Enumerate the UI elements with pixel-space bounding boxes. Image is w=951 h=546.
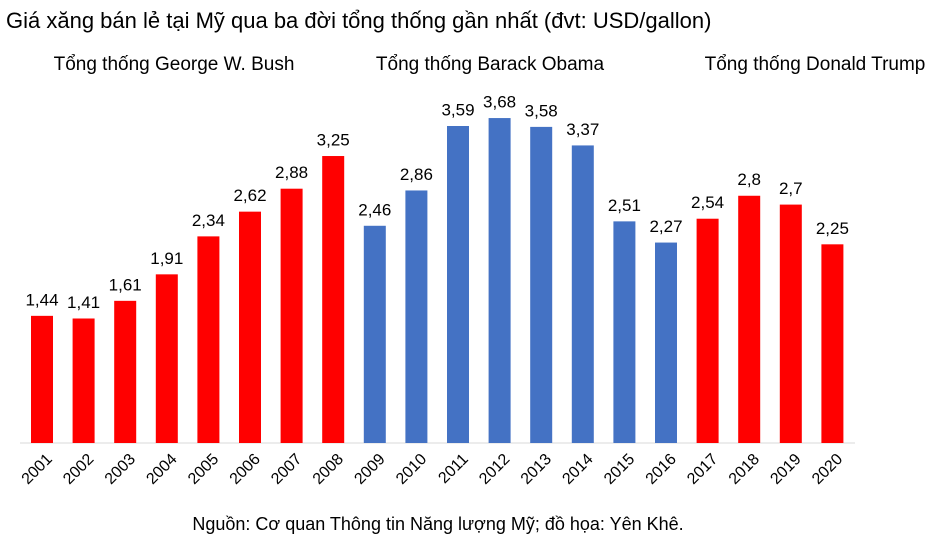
- x-tick-label: 2004: [143, 451, 180, 488]
- x-tick-label: 2010: [393, 451, 430, 488]
- value-label: 2,51: [608, 196, 641, 215]
- value-label: 2,54: [691, 193, 724, 212]
- x-tick-label: 2001: [19, 451, 56, 488]
- chart-title: Giá xăng bán lẻ tại Mỹ qua ba đời tổng t…: [6, 8, 711, 33]
- bar: [696, 218, 719, 443]
- x-tick-label: 2017: [684, 451, 721, 488]
- value-label: 3,59: [441, 100, 474, 119]
- x-tick-label: 2020: [809, 451, 846, 488]
- value-label: 1,91: [150, 249, 183, 268]
- value-label: 2,62: [233, 186, 266, 205]
- bar: [821, 244, 844, 443]
- bar: [613, 221, 636, 443]
- bar: [738, 195, 761, 443]
- value-label: 2,25: [816, 219, 849, 238]
- bar: [363, 225, 386, 443]
- x-tick-label: 2014: [559, 451, 596, 488]
- value-label: 3,25: [317, 131, 350, 150]
- x-tick-label: 2008: [310, 451, 347, 488]
- value-label: 1,41: [67, 293, 100, 312]
- value-label: 2,7: [779, 179, 803, 198]
- source: Nguồn: Cơ quan Thông tin Năng lượng Mỹ; …: [192, 514, 683, 534]
- bar: [322, 156, 345, 443]
- bar: [405, 190, 428, 443]
- value-label: 2,86: [400, 165, 433, 184]
- value-label: 3,58: [525, 101, 558, 120]
- x-tick-label: 2007: [268, 451, 305, 488]
- x-tick-label: 2016: [643, 451, 680, 488]
- value-label: 1,61: [109, 275, 142, 294]
- bar: [530, 126, 553, 444]
- bar: [72, 318, 95, 443]
- bar: [779, 204, 802, 443]
- bar: [655, 242, 677, 443]
- bar: [571, 145, 594, 443]
- bar: [31, 315, 53, 443]
- value-label: 2,46: [358, 200, 391, 219]
- annotation: Tổng thống Donald Trump: [705, 54, 926, 75]
- bar: [280, 188, 303, 443]
- x-tick-label: 2003: [102, 451, 139, 488]
- value-label: 2,34: [192, 211, 225, 230]
- x-tick-label: 2018: [726, 451, 763, 488]
- x-tick-label: 2006: [227, 451, 264, 488]
- bar: [447, 126, 469, 444]
- value-label: 3,68: [483, 93, 516, 112]
- x-tick-label: 2002: [60, 451, 97, 488]
- x-tick-label: 2019: [767, 451, 804, 488]
- bar: [155, 274, 178, 443]
- value-label: 2,27: [649, 217, 682, 236]
- bar: [197, 236, 220, 443]
- bar: [239, 211, 261, 443]
- value-label: 2,88: [275, 163, 308, 182]
- annotation: Tổng thống Barack Obama: [376, 54, 605, 75]
- x-tick-label: 2005: [185, 451, 222, 488]
- value-label: 2,8: [737, 170, 761, 189]
- bar: [114, 300, 137, 443]
- bar: [488, 118, 511, 443]
- x-tick-label: 2012: [476, 451, 513, 488]
- value-label: 1,44: [25, 290, 58, 309]
- value-label: 3,37: [566, 120, 599, 139]
- x-tick-label: 2013: [518, 451, 555, 488]
- x-tick-label: 2011: [435, 451, 471, 487]
- annotation: Tổng thống George W. Bush: [54, 54, 295, 75]
- x-tick-label: 2015: [601, 451, 638, 488]
- x-tick-label: 2009: [351, 451, 388, 488]
